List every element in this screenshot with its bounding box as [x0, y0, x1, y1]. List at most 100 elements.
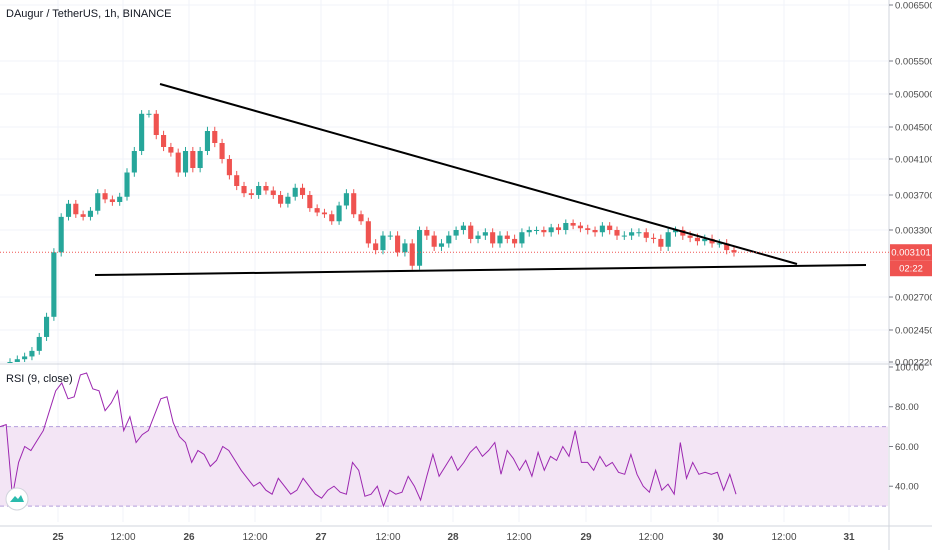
candle-body: [621, 235, 627, 237]
candle-body: [161, 135, 167, 147]
candle-body: [563, 223, 569, 230]
candle-body: [29, 350, 35, 357]
candle-body: [416, 230, 423, 266]
candle-body: [87, 210, 94, 217]
candle-body: [475, 235, 481, 239]
candle-body: [109, 199, 115, 202]
candle-body: [585, 228, 591, 230]
candle-body: [724, 243, 730, 251]
candle-body: [577, 225, 583, 229]
candle-body: [182, 151, 189, 173]
candle-body: [285, 196, 291, 204]
candle-body: [387, 235, 393, 237]
candle-body: [541, 230, 547, 233]
candle-body: [204, 131, 211, 151]
countdown-label: 02:22: [899, 264, 923, 275]
candle-body: [482, 232, 488, 236]
candle-body: [14, 359, 20, 362]
candle-body: [680, 230, 686, 236]
candle-body: [307, 195, 313, 209]
candle-body: [278, 195, 284, 204]
countdown-tag: [890, 260, 932, 277]
candle-body: [22, 356, 28, 360]
candle-body: [599, 225, 605, 233]
candle-body: [336, 205, 342, 222]
candle-body: [438, 243, 445, 247]
candle-body: [263, 186, 269, 191]
candle-body: [687, 235, 693, 238]
lower-trendline: [94, 264, 867, 276]
candle-body: [226, 159, 232, 176]
candle-body: [139, 113, 145, 151]
upper-trendline: [159, 83, 798, 265]
rsi-tick-label: 60.00: [895, 442, 919, 453]
candle-body: [358, 214, 364, 222]
candle-body: [570, 223, 576, 226]
candle-body: [709, 238, 715, 244]
candle-body: [80, 214, 86, 217]
rsi-tick-label: 80.00: [895, 402, 919, 413]
candle-body: [321, 212, 328, 215]
candle-body: [512, 238, 518, 244]
price-tick-label: 0.006500: [895, 1, 932, 12]
candle-body: [65, 203, 72, 217]
rsi-title: RSI (9, close): [6, 373, 73, 385]
last-price-label: 0.003101: [891, 248, 931, 259]
candle-body: [650, 237, 657, 239]
time-tick-label: 12:00: [771, 532, 796, 543]
candle-body: [672, 230, 679, 233]
candle-body: [519, 232, 525, 244]
candle-body: [453, 230, 459, 236]
candle-body: [175, 152, 181, 173]
candle-body: [555, 227, 562, 230]
candle-body: [292, 187, 298, 197]
time-tick-label: 12:00: [638, 532, 663, 543]
price-tick-label: 0.005500: [895, 57, 932, 68]
candle-body: [36, 336, 42, 351]
candle-body: [314, 208, 320, 213]
candle-body: [548, 227, 554, 233]
time-tick-label: 25: [52, 532, 64, 543]
candle-body: [409, 243, 415, 266]
time-tick-label: 28: [447, 532, 459, 543]
candle-body: [533, 230, 540, 231]
price-tick-label: 0.002450: [895, 326, 932, 337]
candle-body: [168, 147, 174, 153]
time-tick-label: 12:00: [375, 532, 400, 543]
candle-body: [329, 214, 335, 222]
candle-body: [117, 196, 123, 202]
time-tick-label: 12:00: [242, 532, 267, 543]
candle-body: [490, 232, 496, 244]
candle-body: [7, 362, 13, 363]
candle-body: [44, 316, 50, 337]
candle-body: [124, 172, 130, 197]
candle-body: [73, 203, 79, 215]
candle-body: [102, 193, 108, 200]
rsi-band: [0, 426, 888, 507]
candle-body: [614, 230, 620, 236]
candle-body: [212, 131, 218, 143]
price-tick-label: 0.003300: [895, 226, 932, 237]
candle-body: [658, 238, 664, 247]
candle-body: [504, 235, 510, 239]
price-tick-label: 0.004500: [895, 123, 932, 134]
candle-body: [446, 235, 452, 244]
last-price-tag: [890, 244, 932, 261]
rsi-line: [0, 372, 737, 508]
time-tick-label: 30: [712, 532, 724, 543]
time-tick-label: 12:00: [506, 532, 531, 543]
candle-body: [343, 193, 349, 206]
candle-body: [197, 151, 203, 168]
rsi-tick-label: 40.00: [895, 482, 919, 493]
candle-body: [497, 235, 503, 244]
candle-body: [592, 230, 598, 233]
candle-body: [51, 252, 57, 317]
candle-body: [95, 193, 101, 211]
price-tick-label: 0.005000: [895, 90, 932, 101]
price-tick-label: 0.002700: [895, 293, 932, 304]
time-tick-label: 27: [315, 532, 327, 543]
candles: [7, 110, 737, 363]
candle-body: [146, 113, 152, 115]
candle-body: [234, 175, 240, 186]
